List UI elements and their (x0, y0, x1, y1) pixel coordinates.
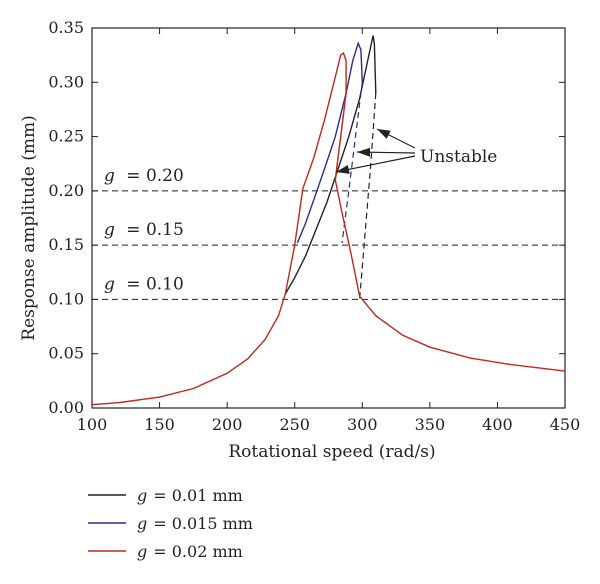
ref-label-g020: g = 0.20 (104, 166, 184, 186)
ref-label-value: = 0.10 (126, 274, 184, 294)
legend-label-2: g = 0.02 mm (137, 542, 243, 561)
annotation-arrow-1-head (377, 129, 391, 139)
series-2-line (91, 51, 566, 406)
ref-label-var: g (104, 274, 115, 294)
series-0-stable-line (284, 35, 377, 295)
x-tick-label: 300 (347, 415, 378, 434)
y-tick-label: 0.30 (48, 72, 84, 91)
y-tick-label: 0.20 (48, 181, 84, 200)
x-tick-label: 150 (144, 415, 175, 434)
annotation-arrow-3-head (336, 165, 350, 174)
x-tick-label: 250 (279, 415, 310, 434)
legend-label-0: g = 0.01 mm (137, 486, 243, 505)
ref-label-g010: g = 0.10 (104, 274, 184, 294)
y-tick-label: 0.10 (48, 289, 84, 308)
unstable-annotation: Unstable (420, 147, 497, 167)
ref-label-value: = 0.20 (126, 166, 184, 186)
x-tick-label: 450 (550, 415, 581, 434)
x-tick-label: 400 (482, 415, 513, 434)
x-axis-title: Rotational speed (rad/s) (228, 442, 435, 462)
x-tick-label: 350 (415, 415, 446, 434)
series-0-unstable-line (359, 93, 377, 300)
plot-frame (91, 27, 566, 409)
x-tick-label: 200 (212, 415, 243, 434)
series-1-unstable-line (341, 82, 363, 244)
y-tick-label: 0.05 (48, 344, 84, 363)
ref-label-var: g (104, 220, 115, 240)
ref-label-value: = 0.15 (126, 220, 184, 240)
y-tick-label: 0.00 (48, 398, 84, 417)
legend: g = 0.01 mm g = 0.015 mm g = 0.02 mm (88, 486, 253, 561)
annotation-arrow-2-head (357, 147, 371, 157)
y-tick-label: 0.35 (48, 18, 84, 37)
y-axis-title: Response amplitude (mm) (19, 115, 39, 340)
series-1-stable-line (296, 41, 363, 244)
y-tick-label: 0.25 (48, 127, 84, 146)
ref-label-var: g (104, 166, 115, 186)
ref-label-g015: g = 0.15 (104, 220, 184, 240)
x-tick-label: 100 (77, 415, 108, 434)
annotation-arrow-3-shaft (335, 155, 416, 173)
y-tick-label: 0.15 (48, 235, 84, 254)
series-2-unstable-line (334, 93, 347, 181)
legend-label-1: g = 0.015 mm (137, 514, 253, 533)
